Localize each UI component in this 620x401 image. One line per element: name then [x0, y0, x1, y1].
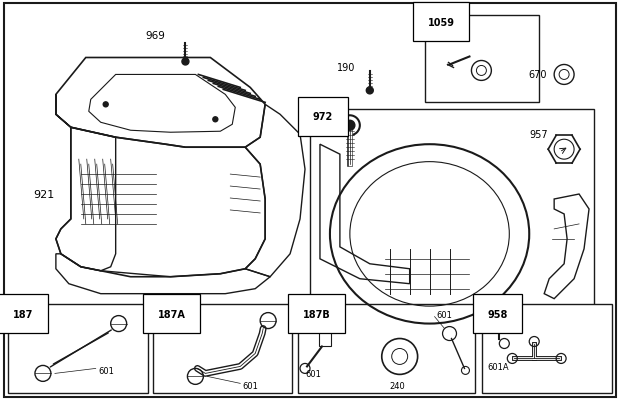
Text: 601A: 601A — [487, 362, 509, 371]
Text: 969: 969 — [146, 30, 166, 41]
Circle shape — [213, 117, 218, 122]
Text: 601: 601 — [436, 310, 453, 319]
Bar — [153, 304, 292, 393]
Bar — [319, 329, 331, 346]
Text: 921: 921 — [33, 190, 54, 200]
Bar — [310, 110, 594, 309]
Text: 187A: 187A — [157, 309, 185, 319]
Text: 187: 187 — [13, 309, 33, 319]
Text: eReplacementParts.com: eReplacementParts.com — [242, 224, 378, 234]
Bar — [298, 304, 476, 393]
Text: 1059: 1059 — [428, 18, 454, 28]
Circle shape — [103, 103, 108, 107]
Circle shape — [366, 88, 373, 95]
Text: 187B: 187B — [303, 309, 331, 319]
Text: 190: 190 — [337, 63, 355, 73]
Text: 240: 240 — [390, 381, 405, 390]
Circle shape — [182, 59, 189, 66]
Text: 601: 601 — [99, 366, 115, 375]
Text: 601: 601 — [305, 369, 321, 378]
Text: 972: 972 — [313, 112, 333, 122]
Bar — [425, 16, 539, 103]
Bar — [482, 304, 612, 393]
Text: 958: 958 — [487, 309, 508, 319]
Bar — [8, 304, 148, 393]
Text: 601: 601 — [242, 381, 258, 390]
Text: 957: 957 — [529, 130, 548, 140]
Circle shape — [497, 324, 502, 330]
Circle shape — [345, 121, 355, 131]
Text: 670: 670 — [529, 70, 547, 80]
